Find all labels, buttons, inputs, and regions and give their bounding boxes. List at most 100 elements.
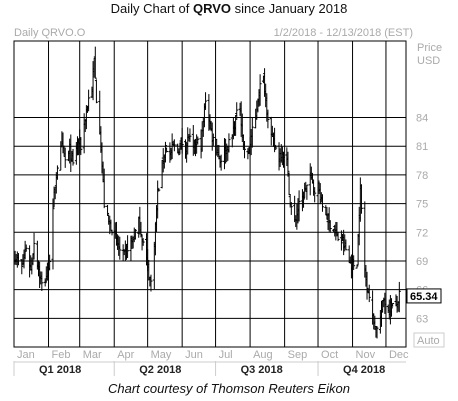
last-price-box	[406, 288, 442, 304]
ohlc-bar	[250, 117, 254, 148]
ohlc-bar	[258, 74, 262, 106]
last-price-marker: 65.34	[406, 288, 442, 304]
ohlc-bar	[383, 292, 387, 314]
ohlc-bar	[211, 133, 215, 146]
quarter-label: Q2 2018	[139, 364, 181, 376]
ohlc-bar	[289, 202, 293, 215]
ohlc-bar	[204, 92, 208, 110]
chart-caption: Chart courtesy of Thomson Reuters Eikon	[107, 381, 351, 396]
ohlc-bar	[63, 147, 67, 168]
ohlc-bar	[390, 298, 394, 317]
ohlc-bar	[286, 151, 290, 177]
ohlc-bar	[316, 175, 320, 203]
ohlc-bar	[106, 204, 110, 216]
ohlc-bar	[157, 187, 161, 192]
ohlc-bar	[219, 154, 223, 171]
ohlc-bar	[32, 232, 36, 260]
ohlc-bar	[149, 274, 153, 292]
ohlc-bar	[87, 89, 91, 112]
ohlc-bar	[336, 231, 340, 242]
instrument-label: Daily QRVO.O	[14, 27, 86, 39]
chart-title-symbol: QRVO	[192, 1, 232, 16]
ohlc-bar	[163, 141, 167, 163]
ohlc-bar	[305, 184, 309, 200]
x-tick-label: Jul	[219, 349, 233, 361]
ohlc-bar	[93, 46, 97, 79]
ohlc-bar	[391, 302, 395, 307]
ohlc-bar	[243, 140, 247, 159]
y-tick-label: 72	[416, 227, 428, 239]
ohlc-bar	[188, 128, 192, 143]
ohlc-bar	[16, 253, 20, 266]
ohlc-bar	[318, 183, 322, 205]
ohlc-bar	[282, 151, 285, 168]
ohlc-bar	[133, 228, 137, 240]
auto-scale-label: Auto	[417, 335, 440, 347]
ohlc-bar	[71, 148, 75, 166]
auto-scale-button[interactable]	[413, 332, 445, 348]
ohlc-bar	[302, 191, 306, 208]
chart-title: Daily Chart of QRVO since January 2018	[0, 1, 458, 16]
ohlc-bar	[118, 236, 122, 260]
y-tick-label: 78	[416, 170, 428, 182]
ohlc-bar	[180, 128, 184, 154]
ohlc-bar	[196, 136, 200, 145]
auto-scale-control[interactable]: Auto	[413, 332, 445, 348]
x-tick-label: Jan	[17, 349, 35, 361]
ohlc-bar	[55, 165, 59, 180]
chart-grid	[13, 40, 407, 376]
ohlc-bar	[40, 271, 44, 291]
ohlc-bar	[328, 220, 332, 233]
ohlc-bar	[43, 278, 47, 287]
x-tick-label: Nov	[356, 349, 376, 361]
last-price-value: 65.34	[410, 291, 438, 303]
ohlc-bar	[344, 239, 348, 251]
ohlc-bar	[126, 235, 130, 259]
ohlc-bar	[110, 229, 114, 236]
x-tick-label: Apr	[117, 349, 134, 361]
ohlc-bar	[359, 184, 363, 214]
x-tick-label: Dec	[389, 349, 409, 361]
quarter-label: Q1 2018	[39, 364, 81, 376]
ohlc-bar	[165, 147, 169, 153]
ohlc-bar	[375, 326, 379, 339]
ohlc-bar	[365, 271, 369, 300]
ohlc-bar	[24, 244, 28, 252]
ohlc-bar	[141, 238, 145, 246]
x-tick-label: May	[151, 349, 172, 361]
y-tick-label: 81	[416, 141, 428, 153]
x-tick-label: Oct	[321, 349, 338, 361]
ohlc-bar	[367, 284, 371, 303]
y-tick-label: 63	[416, 313, 428, 325]
ohlc-bar	[20, 259, 24, 275]
x-tick-label: Mar	[83, 349, 102, 361]
ohlc-bar	[23, 240, 27, 260]
x-tick-label: Sep	[288, 349, 308, 361]
ohlc-bar	[297, 190, 301, 222]
chart-title-suffix: since January 2018	[231, 1, 348, 16]
y-tick-label: 69	[416, 256, 428, 268]
ohlc-bar	[235, 102, 239, 121]
x-tick-label: Feb	[52, 349, 71, 361]
y-tick-label: 75	[416, 199, 428, 211]
ohlc-bar	[313, 187, 317, 203]
quarter-label: Q4 2018	[343, 364, 385, 376]
ohlc-bar	[274, 144, 278, 150]
ohlc-bar	[48, 254, 52, 271]
ohlc-bar	[397, 281, 401, 313]
y-tick-label: 84	[416, 113, 428, 125]
chart-labels: Daily QRVO.O 1/2/2018 - 12/13/2018 (EST)…	[14, 27, 442, 376]
ohlc-bar	[227, 133, 231, 153]
y-axis-label: Price	[417, 42, 442, 54]
currency-label: USD	[417, 55, 440, 67]
ohlc-bar	[172, 139, 176, 152]
ohlc-bar	[79, 137, 83, 156]
ohlc-bar	[266, 109, 270, 129]
price-bars	[13, 46, 401, 339]
quarter-label: Q3 2018	[241, 364, 283, 376]
x-tick-label: Aug	[253, 349, 273, 361]
x-tick-label: Jun	[185, 349, 203, 361]
ohlc-bar	[102, 168, 106, 209]
